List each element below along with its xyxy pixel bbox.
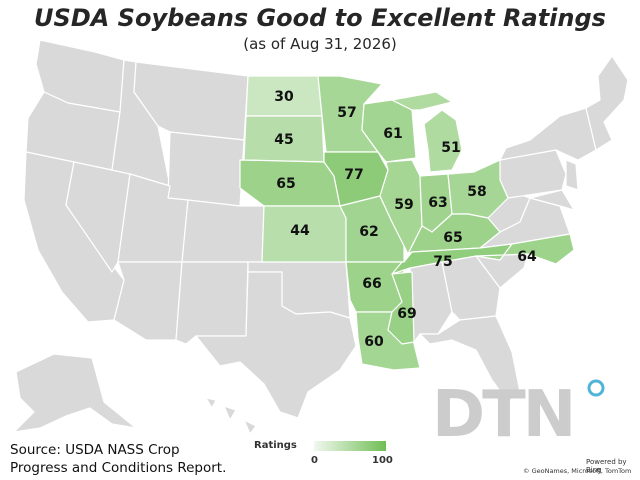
label-mo: 62 — [359, 224, 378, 240]
rated-states — [239, 75, 575, 371]
rating-labels: 30 45 65 44 57 77 62 66 60 61 59 69 51 6… — [274, 89, 537, 350]
label-ky: 65 — [443, 230, 462, 246]
label-nd: 30 — [274, 89, 294, 105]
state-nm — [175, 261, 249, 345]
state-ms — [387, 271, 415, 345]
label-sd: 45 — [274, 132, 293, 148]
legend-title: Ratings — [254, 440, 297, 451]
label-in: 63 — [428, 195, 447, 211]
background-states — [13, 39, 629, 435]
label-ks: 44 — [290, 223, 310, 239]
label-tn: 75 — [433, 254, 452, 270]
label-wi: 61 — [383, 126, 402, 142]
map-subtitle: (as of Aug 31, 2026) — [243, 35, 397, 53]
label-il: 59 — [394, 197, 413, 213]
powered-by-text: Powered by Bing — [586, 458, 627, 474]
label-nc: 64 — [517, 249, 537, 265]
state-mi — [391, 91, 463, 173]
legend-min-label: 0 — [311, 455, 318, 466]
label-ne: 65 — [276, 176, 295, 192]
source-note: Source: USDA NASS Crop Progress and Cond… — [10, 441, 226, 477]
dtn-logo: DTN — [432, 378, 605, 446]
legend-max-label: 100 — [372, 455, 393, 466]
state-nc — [475, 233, 575, 265]
map-attribution: © GeoNames, Microsoft, TomTom — [523, 467, 632, 475]
label-oh: 58 — [467, 184, 486, 200]
label-ms: 69 — [397, 306, 416, 322]
state-wy — [167, 131, 245, 207]
label-ar: 66 — [362, 276, 381, 292]
source-line-2: Progress and Conditions Report. — [10, 460, 227, 476]
dtn-wordmark: DTN — [432, 378, 573, 446]
state-ak — [13, 353, 137, 433]
state-tx — [195, 271, 357, 419]
state-fl — [419, 315, 521, 403]
label-la: 60 — [364, 334, 384, 350]
label-ia: 77 — [344, 167, 363, 183]
state-az — [113, 261, 183, 341]
label-mi: 51 — [441, 140, 460, 156]
state-hi — [205, 397, 257, 435]
map-title: USDA Soybeans Good to Excellent Ratings — [34, 4, 606, 32]
state-nj — [565, 159, 579, 191]
source-line-1: Source: USDA NASS Crop — [10, 442, 180, 458]
state-md — [529, 189, 575, 211]
state-co — [181, 199, 265, 263]
state-new-england — [585, 55, 629, 151]
label-mn: 57 — [337, 105, 356, 121]
legend-gradient-bar — [314, 441, 386, 451]
dtn-logo-dot — [587, 379, 605, 397]
